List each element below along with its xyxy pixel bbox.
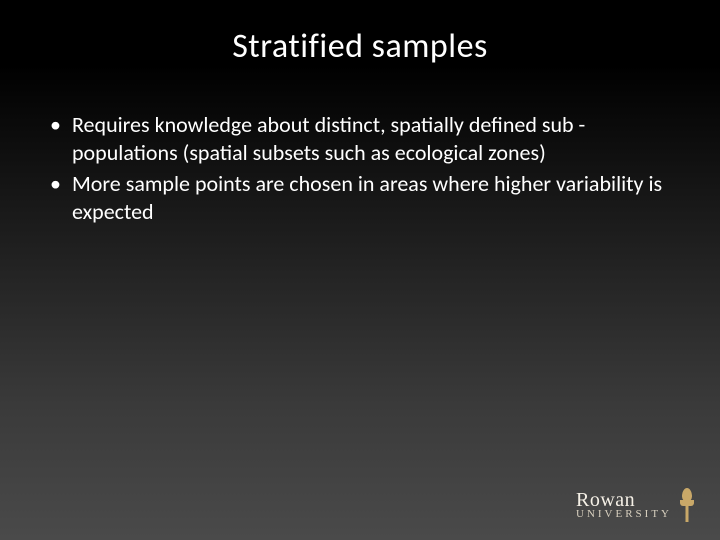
- torch-icon: [678, 488, 696, 522]
- university-logo: Rowan University: [576, 488, 696, 522]
- logo-primary-text: Rowan: [576, 491, 635, 509]
- slide-title: Stratified samples: [0, 0, 720, 87]
- bullet-list: Requires knowledge about distinct, spati…: [50, 111, 680, 225]
- slide-content: Requires knowledge about distinct, spati…: [0, 87, 720, 225]
- bullet-item: Requires knowledge about distinct, spati…: [50, 111, 680, 166]
- bullet-item: More sample points are chosen in areas w…: [50, 170, 680, 225]
- logo-secondary-text: University: [576, 510, 672, 520]
- slide-container: Stratified samples Requires knowledge ab…: [0, 0, 720, 540]
- logo-text: Rowan University: [576, 491, 672, 520]
